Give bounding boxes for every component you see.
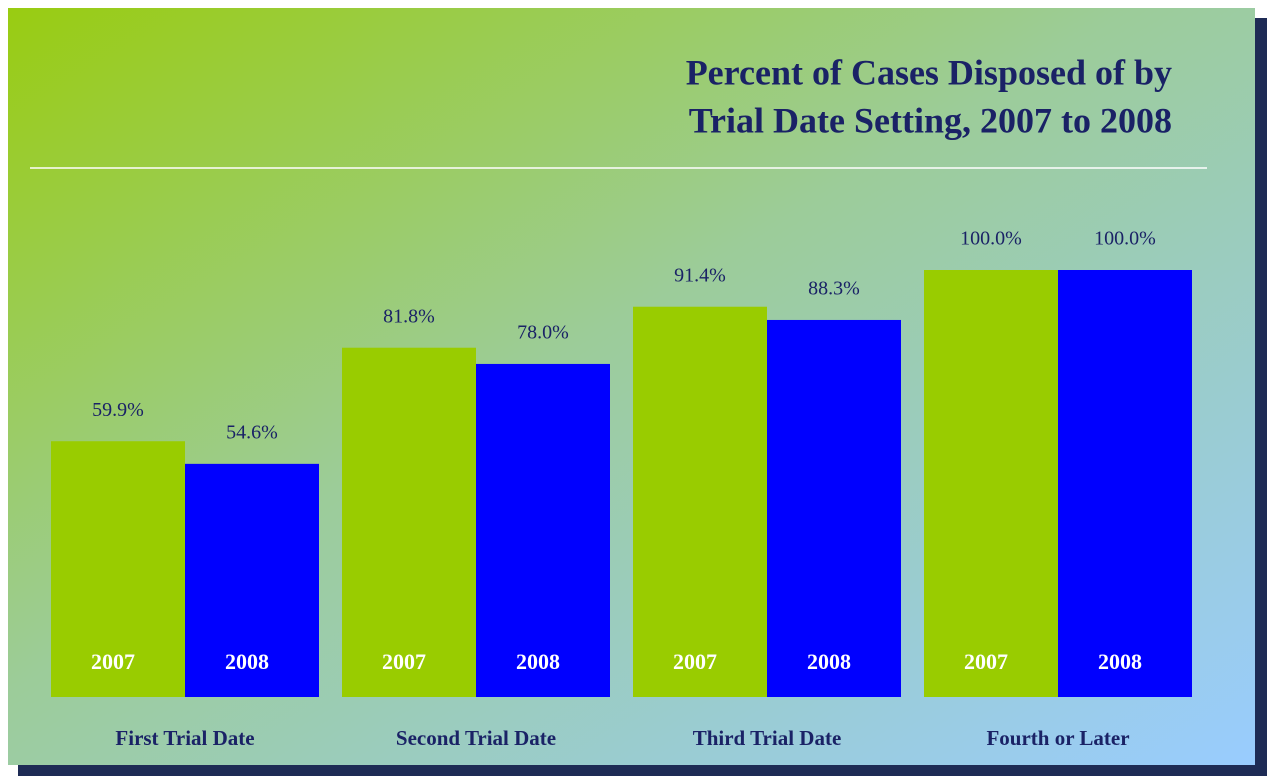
series-label: 2008 xyxy=(807,649,851,674)
chart-title: Percent of Cases Disposed of by xyxy=(686,52,1172,92)
x-tick-label: Third Trial Date xyxy=(693,726,842,750)
bar xyxy=(924,270,1058,697)
series-label: 2008 xyxy=(225,649,269,674)
bar xyxy=(342,347,476,697)
series-label: 2007 xyxy=(964,649,1008,674)
x-tick-label: First Trial Date xyxy=(115,726,254,750)
value-label: 91.4% xyxy=(674,264,726,286)
series-label: 2007 xyxy=(382,649,426,674)
value-label: 78.0% xyxy=(517,322,569,344)
value-label: 100.0% xyxy=(1094,228,1156,250)
series-label: 2007 xyxy=(673,649,717,674)
value-label: 81.8% xyxy=(383,305,435,327)
series-label: 2008 xyxy=(1098,649,1142,674)
chart-title: Trial Date Setting, 2007 to 2008 xyxy=(689,100,1172,140)
x-tick-label: Second Trial Date xyxy=(396,726,556,750)
series-label: 2007 xyxy=(91,649,135,674)
value-label: 54.6% xyxy=(226,421,278,443)
bar xyxy=(1058,270,1192,697)
bar xyxy=(185,463,319,697)
bar xyxy=(476,363,610,697)
value-label: 88.3% xyxy=(808,278,860,300)
bar xyxy=(51,441,185,697)
value-label: 100.0% xyxy=(960,228,1022,250)
series-label: 2008 xyxy=(516,649,560,674)
x-tick-label: Fourth or Later xyxy=(986,726,1129,750)
value-label: 59.9% xyxy=(92,399,144,421)
bar xyxy=(767,319,901,697)
bar xyxy=(633,306,767,697)
